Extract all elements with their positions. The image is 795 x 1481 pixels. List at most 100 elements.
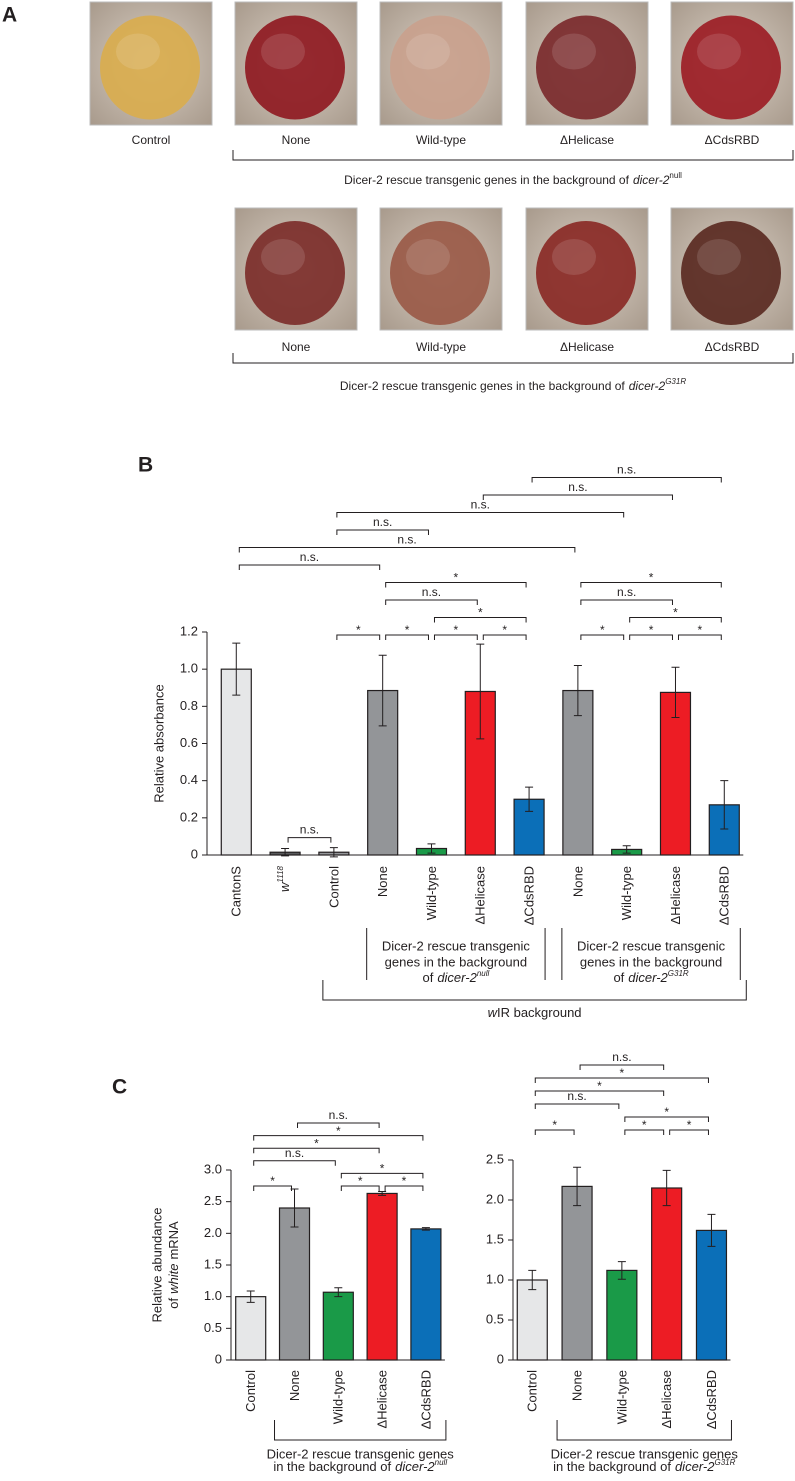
significance-label: n.s. xyxy=(285,1146,304,1160)
significance-label: * xyxy=(380,1162,385,1176)
error-bar xyxy=(707,1213,716,1247)
bar xyxy=(708,804,740,856)
eye xyxy=(536,15,636,120)
significance-bracket xyxy=(629,617,722,623)
significance-label: * xyxy=(358,1174,363,1188)
y-tick-label: 2.5 xyxy=(486,1151,504,1166)
y-tick-label: 1.2 xyxy=(180,623,198,638)
y-tick-label: 0.8 xyxy=(180,698,198,713)
x-tick-label: ΔHelicase xyxy=(668,866,683,925)
significance-bracket xyxy=(624,1116,709,1122)
significance-label: n.s. xyxy=(471,498,490,512)
bar xyxy=(220,668,252,856)
y-tick-label: 1.0 xyxy=(486,1271,504,1286)
x-tick-label: ΔCdsRBD xyxy=(717,866,732,925)
significance-bracket xyxy=(340,1172,424,1179)
significance-label: * xyxy=(687,1118,692,1132)
significance-label: n.s. xyxy=(300,823,319,837)
significance-label: * xyxy=(405,623,410,637)
x-tick-label: ΔCdsRBD xyxy=(418,1370,433,1429)
group-label: Dicer-2 rescue transgenic xyxy=(382,938,531,953)
significance-label: * xyxy=(454,571,459,585)
panel-letter: B xyxy=(138,454,153,477)
x-tick-label: ΔHelicase xyxy=(375,1370,390,1429)
significance-bracket xyxy=(669,1129,709,1135)
y-axis-label: Relative absorbance xyxy=(151,684,166,803)
significance-label: * xyxy=(336,1124,341,1138)
significance-label: * xyxy=(698,623,703,637)
bar xyxy=(561,1185,593,1361)
significance-label: n.s. xyxy=(568,480,587,494)
error-bar xyxy=(617,1261,626,1280)
significance-bracket xyxy=(677,634,722,640)
eye-highlight xyxy=(552,239,596,275)
text-part: of xyxy=(422,970,433,985)
eye-highlight xyxy=(116,33,160,70)
eye-highlight xyxy=(406,33,450,70)
significance-label: * xyxy=(649,623,654,637)
group-bracket xyxy=(561,928,741,980)
error-bar xyxy=(427,843,436,854)
eye xyxy=(245,15,345,120)
x-tick-label: None xyxy=(287,1370,302,1401)
x-tick-label: ΔHelicase xyxy=(659,1370,674,1429)
y-tick-label: 2.0 xyxy=(486,1191,504,1206)
x-tick-label: Wild-type xyxy=(424,866,439,920)
x-tick-label: ΔHelicase xyxy=(473,866,488,925)
caption: Dicer-2 rescue transgenic genes in the b… xyxy=(340,377,686,393)
significance-label: * xyxy=(664,1105,669,1119)
group-label: Dicer-2 rescue transgenic genes xyxy=(551,1446,739,1461)
x-tick-label: Control xyxy=(243,1370,258,1412)
eye-highlight xyxy=(261,239,305,275)
photo-label: ΔCdsRBD xyxy=(705,340,760,354)
error-bar xyxy=(246,1290,255,1303)
text-part: dicer-2 xyxy=(628,970,668,985)
bar xyxy=(695,1229,728,1361)
group-label: in the background of dicer-2null xyxy=(273,1458,447,1474)
eye xyxy=(100,15,200,120)
significance-bracket xyxy=(253,1135,424,1141)
panel-letter: A xyxy=(2,4,17,27)
error-bar xyxy=(378,1191,387,1196)
photo-label: Wild-type xyxy=(416,340,466,354)
significance-bracket xyxy=(433,617,527,623)
eye-highlight xyxy=(406,239,450,275)
significance-bracket xyxy=(297,1122,380,1128)
text-part: G31R xyxy=(665,377,686,386)
significance-bracket xyxy=(580,599,673,605)
photo-label: None xyxy=(282,340,311,354)
error-bar xyxy=(573,1166,582,1207)
significance-label: * xyxy=(478,606,483,620)
x-tick-label: CantonS xyxy=(229,866,244,917)
y-tick-label: 0 xyxy=(497,1351,504,1366)
text-part: null xyxy=(477,969,490,978)
significance-bracket xyxy=(253,1160,336,1166)
eye xyxy=(681,15,781,120)
y-tick-label: 1.0 xyxy=(204,1288,222,1303)
bar xyxy=(235,1296,267,1361)
bar xyxy=(366,1192,398,1361)
x-tick-label: Control xyxy=(326,866,341,908)
significance-label: * xyxy=(314,1136,319,1150)
error-bar xyxy=(334,1287,343,1298)
significance-label: * xyxy=(620,1066,625,1080)
significance-bracket xyxy=(531,477,722,483)
significance-bracket xyxy=(385,582,527,588)
eye xyxy=(681,221,781,325)
photo-label: ΔCdsRBD xyxy=(705,133,760,147)
eye xyxy=(536,221,636,325)
text-part: of xyxy=(613,970,624,985)
significance-bracket xyxy=(534,1129,575,1135)
y-tick-label: 0.5 xyxy=(204,1320,222,1335)
x-tick-label: Wild-type xyxy=(619,866,634,920)
y-tick-label: 1.0 xyxy=(180,661,198,676)
significance-label: * xyxy=(552,1118,557,1132)
group-label: wIR background xyxy=(488,1005,582,1020)
x-tick-label: ΔCdsRBD xyxy=(704,1370,719,1429)
significance-bracket xyxy=(238,547,576,553)
significance-label: * xyxy=(356,623,361,637)
x-tick-label: Wild-type xyxy=(331,1370,346,1424)
significance-label: n.s. xyxy=(567,1089,586,1103)
y-tick-label: 0.4 xyxy=(180,772,198,787)
